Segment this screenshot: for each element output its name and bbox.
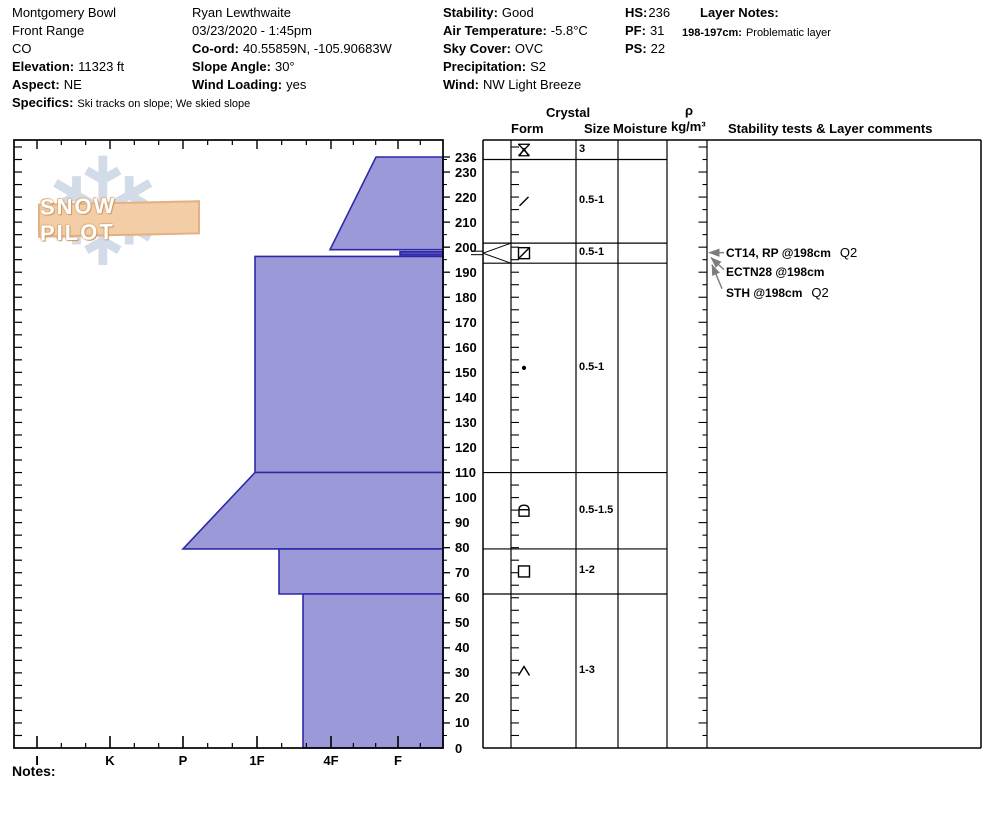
form-header: Form — [511, 121, 544, 136]
grain-size-value: 0.5-1 — [579, 246, 605, 259]
depth-label-80: 80 — [455, 540, 470, 556]
rho-header: ρ — [685, 103, 694, 118]
depth-label-130: 130 — [455, 414, 477, 430]
grain-size-value: 0.5-1 — [579, 360, 605, 373]
depth-label-110: 110 — [455, 465, 476, 481]
grain-symbol-stellar — [518, 147, 530, 157]
test-arrow-2 — [710, 257, 725, 271]
rho-unit-header: kg/m³ — [671, 119, 706, 134]
depth-label-160: 160 — [455, 339, 477, 355]
pit-foot: PF: 31 — [625, 23, 665, 38]
snow-layer-layer-80-62 — [278, 548, 444, 595]
depth-label-170: 170 — [455, 314, 477, 330]
snow-layer-layer-62-0 — [302, 593, 444, 749]
sky-cover: Sky Cover: OVC — [443, 41, 544, 56]
observer: Ryan Lewthwaite — [192, 5, 291, 20]
stability-test-text: CT14, RP @198cm — [726, 245, 831, 260]
depth-label-190: 190 — [455, 264, 477, 280]
depth-label-40: 40 — [455, 640, 470, 656]
stability-test-text: ECTN28 @198cm — [726, 264, 825, 279]
grain-size-value: 1-2 — [579, 564, 595, 577]
depth-label-0: 0 — [455, 740, 463, 756]
grain-size-value: 3 — [579, 142, 586, 155]
hardness-label-P: P — [178, 753, 188, 768]
moisture-header: Moisture — [613, 121, 668, 136]
hardness-label-I: I — [35, 753, 39, 768]
depth-label-50: 50 — [455, 615, 470, 631]
callout-flare-bottom — [482, 252, 512, 264]
grain-symbol-rounding-facets — [518, 504, 530, 517]
stability-test-3: STH @198cm Q2 — [726, 285, 829, 300]
coordinates: Co-ord: 40.55859N, -105.90683W — [192, 41, 392, 56]
snow-layer-layer-110-80 — [181, 471, 444, 550]
depth-label-150: 150 — [455, 364, 477, 380]
specifics: Specifics: Ski tracks on slope; We skied … — [12, 95, 251, 110]
slope-angle: Slope Angle: 30° — [192, 59, 295, 74]
wind: Wind: NW Light Breeze — [443, 77, 582, 92]
hardness-label-F: F — [394, 753, 402, 768]
grain-symbol-decomposing — [519, 196, 529, 207]
depth-label-180: 180 — [455, 289, 477, 305]
hardness-label-1F: 1F — [249, 753, 265, 768]
grain-size-value: 0.5-1 — [579, 194, 605, 207]
depth-label-10: 10 — [455, 715, 470, 731]
depth-label-140: 140 — [455, 389, 477, 405]
chart-border — [13, 139, 444, 749]
snow-layer-layer-236-199 — [328, 156, 444, 251]
depth-label-230: 230 — [455, 164, 477, 180]
air-temp: Air Temperature: -5.8°C — [443, 23, 588, 38]
callout-flare-top — [482, 242, 512, 254]
stability-test-text: STH @198cm — [726, 285, 803, 300]
site-range: Front Range — [12, 23, 85, 38]
hardness-label-K: K — [105, 753, 115, 768]
depth-label-200: 200 — [455, 239, 477, 255]
shear-quality: Q2 — [839, 244, 858, 260]
elevation: Elevation: 11323 ft — [12, 59, 125, 74]
site-state: CO — [12, 41, 32, 56]
grain-size-value: 0.5-1.5 — [579, 503, 614, 516]
notes-label: Notes: — [12, 763, 56, 779]
hardness-label-4F: 4F — [323, 753, 339, 768]
grain-symbol-crust — [517, 246, 531, 260]
depth-label-20: 20 — [455, 690, 470, 706]
grain-size-value: 1-3 — [579, 663, 595, 676]
snow-layer-layer-197-110 — [254, 255, 444, 474]
depth-label-210: 210 — [455, 214, 477, 230]
grain-symbol-depth-hoar — [517, 665, 531, 676]
grain-symbol-facets — [517, 565, 531, 578]
shear-quality: Q2 — [811, 284, 829, 300]
test-arrow-3 — [711, 264, 723, 289]
height-of-snow: HS:236 — [625, 5, 671, 20]
grain-symbol-rounded — [521, 365, 527, 370]
depth-label-100: 100 — [455, 490, 477, 506]
depth-label-60: 60 — [455, 590, 470, 606]
depth-label-120: 120 — [455, 439, 477, 455]
depth-label-90: 90 — [455, 515, 470, 531]
layer-note: 198-197cm: Problematic layer — [682, 27, 831, 39]
stability-test-1: CT14, RP @198cm Q2 — [726, 245, 857, 260]
stability: Stability: Good — [443, 5, 534, 20]
comments-header: Stability tests & Layer comments — [728, 121, 933, 136]
pit-side: PS: 22 — [625, 41, 666, 56]
aspect: Aspect: NE — [12, 77, 82, 92]
layer-notes-heading: Layer Notes: — [700, 5, 779, 20]
wind-loading: Wind Loading: yes — [192, 77, 307, 92]
depth-label-70: 70 — [455, 565, 470, 581]
crystal-header: Crystal — [546, 105, 591, 120]
site-name: Montgomery Bowl — [12, 5, 117, 20]
snow-layer-layer-198-197-thin — [399, 250, 444, 256]
depth-label-220: 220 — [455, 189, 477, 205]
grain-symbol-crust — [518, 247, 530, 260]
stability-test-2: ECTN28 @198cm — [726, 265, 824, 279]
datetime: 03/23/2020 - 1:45pm — [192, 23, 312, 38]
depth-label-30: 30 — [455, 665, 470, 681]
precipitation: Precipitation: S2 — [443, 59, 546, 74]
size-header: Size — [584, 121, 611, 136]
depth-label-236: 236 — [455, 149, 477, 165]
